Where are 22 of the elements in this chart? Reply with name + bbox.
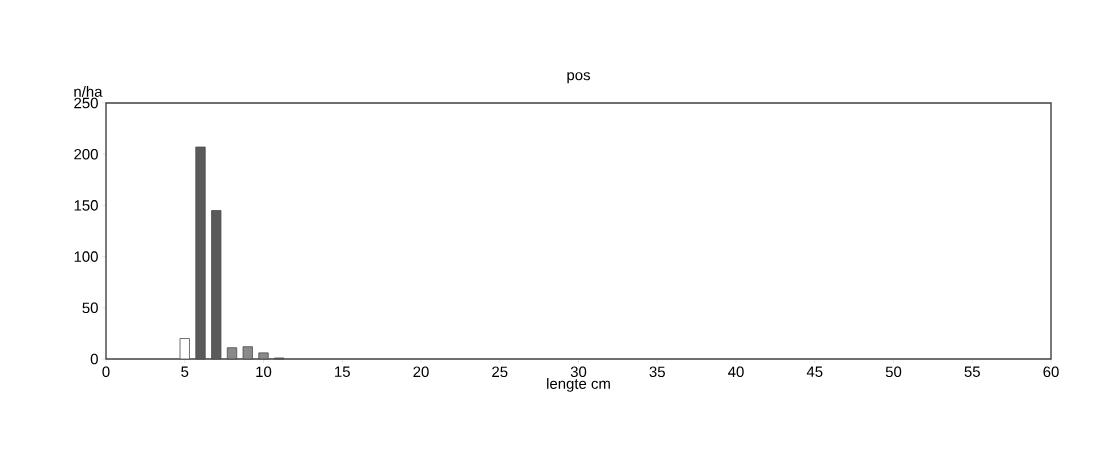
y-axis-title: n/ha — [74, 85, 103, 97]
x-tick-label: 0 — [102, 366, 110, 378]
x-tick-label: 25 — [492, 366, 508, 378]
y-tick-label: 150 — [74, 200, 98, 211]
x-tick-label: 55 — [964, 366, 980, 377]
y-tick-label: 100 — [74, 251, 98, 262]
x-tick-label: 50 — [885, 366, 902, 378]
y-tick-label: 50 — [82, 302, 98, 314]
x-tick-label: 20 — [413, 366, 429, 378]
x-axis-title: lengte cm — [547, 377, 610, 392]
y-tick-label: 0 — [90, 353, 98, 365]
x-tick-label: 5 — [181, 366, 189, 377]
chart-title: pos — [567, 72, 590, 84]
x-tick-label: 40 — [728, 366, 744, 378]
x-tick-label: 45 — [806, 366, 823, 377]
y-tick-label: 250 — [74, 97, 98, 109]
y-tick-label: 200 — [74, 148, 98, 160]
x-tick-label: 60 — [1043, 366, 1059, 378]
x-tick-label: 10 — [256, 366, 272, 378]
x-tick-label: 35 — [649, 366, 665, 378]
x-tick-label: 15 — [335, 366, 350, 377]
x-tick-label: 30 — [570, 366, 587, 378]
